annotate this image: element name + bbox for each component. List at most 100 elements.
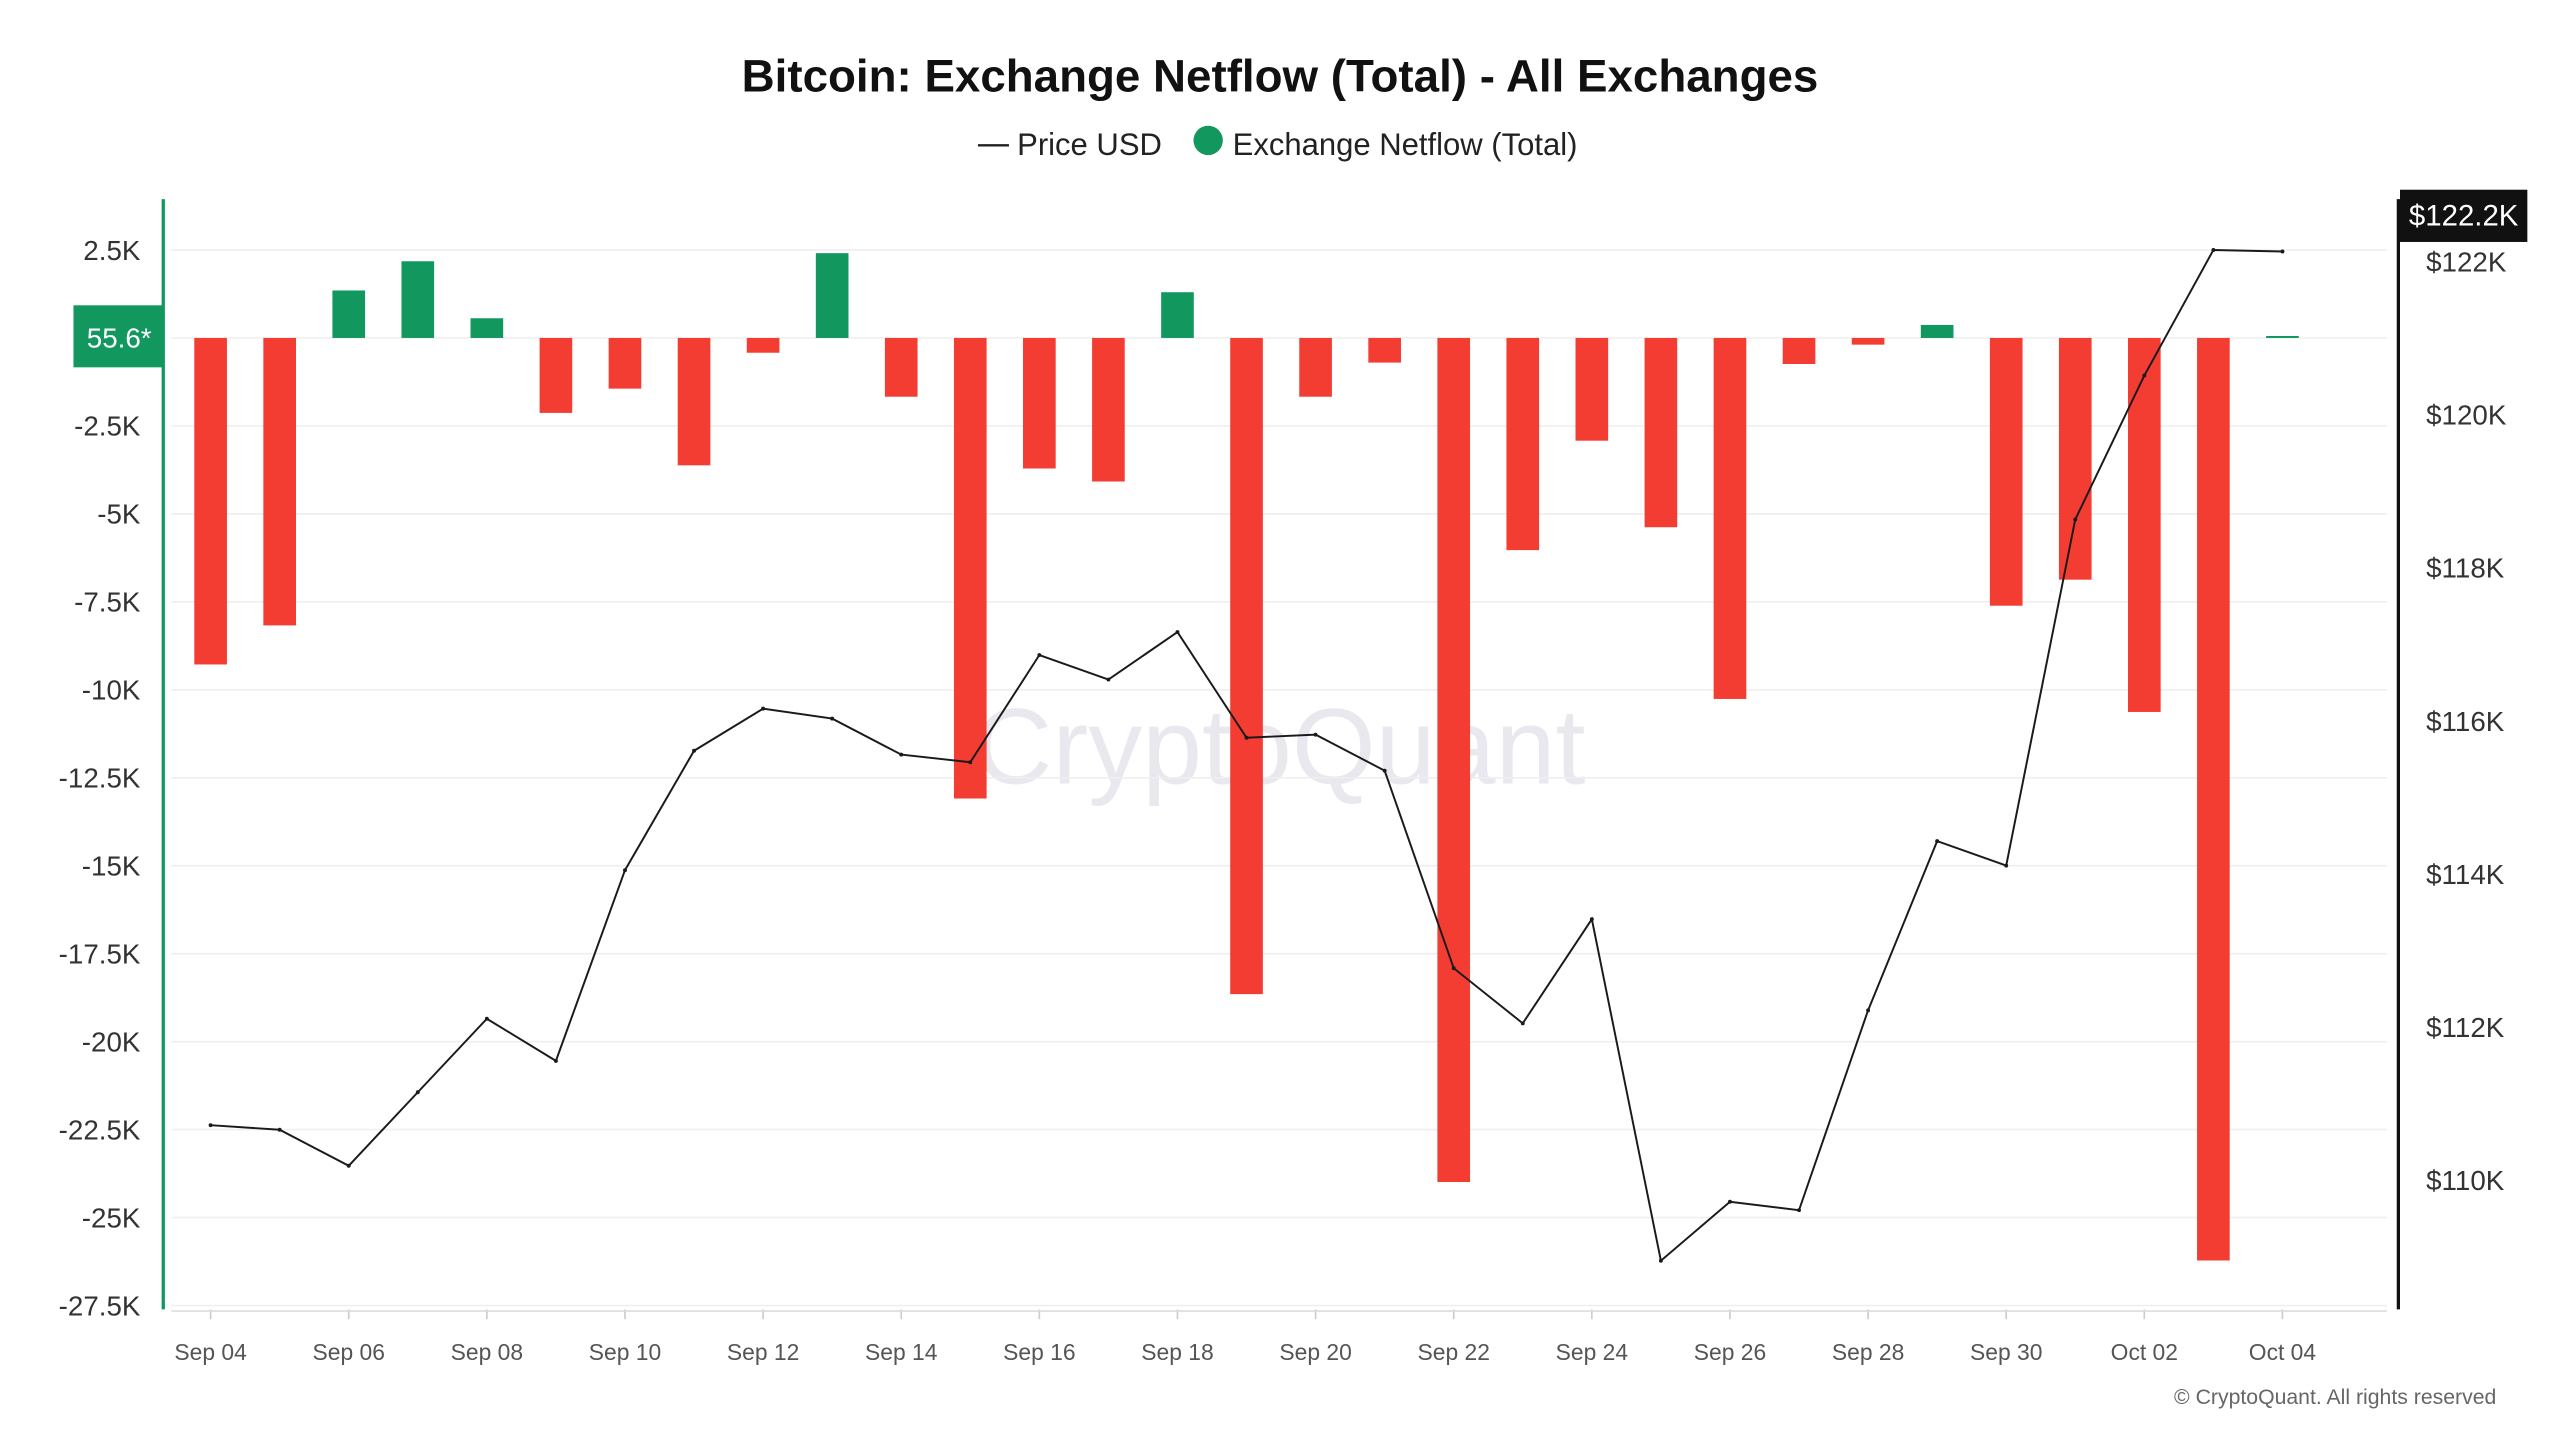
legend[interactable]: Price USD Exchange Netflow (Total) [977, 125, 1578, 162]
right-axis-tick-label: $120K [2426, 399, 2507, 430]
x-axis-tick-label: Sep 10 [589, 1339, 661, 1365]
netflow-bar-sep-10 [608, 337, 642, 389]
right-axis-tick-label: $118K [2426, 553, 2505, 584]
price-point [1313, 732, 1318, 737]
price-point [2142, 373, 2147, 378]
left-axis-tick-label: -10K [82, 675, 141, 706]
netflow-bar-sep-24 [1575, 337, 1609, 441]
price-point [1037, 653, 1042, 657]
x-axis-tick-label: Sep 24 [1556, 1339, 1629, 1365]
netflow-bar-sep-07 [401, 261, 435, 338]
price-last-value-text: $122.2K [2409, 200, 2519, 233]
netflow-bar-oct-03 [2197, 337, 2230, 1261]
legend-price-label[interactable]: Price USD [1017, 127, 1162, 162]
price-point [1935, 839, 1940, 844]
price-point [968, 760, 973, 765]
netflow-bar-sep-22 [1437, 337, 1471, 1183]
netflow-bar-sep-19 [1230, 337, 1263, 995]
netflow-bar-sep-21 [1368, 337, 1401, 363]
right-axis-tick-label: $110K [2426, 1165, 2505, 1196]
x-axis-tick-label: Sep 04 [174, 1339, 247, 1365]
price-last-value-badge [2400, 189, 2528, 242]
x-axis-tick-label: Sep 26 [1694, 1339, 1766, 1365]
price-point [2004, 863, 2009, 868]
netflow-bar-sep-06 [332, 290, 366, 338]
price-point [761, 706, 766, 711]
left-axis-tick-label: -17.5K [59, 938, 141, 969]
netflow-bar-oct-04 [2266, 336, 2299, 338]
netflow-bar-sep-23 [1506, 337, 1540, 551]
price-point [692, 748, 696, 753]
right-axis-tick-label: $122K [2426, 246, 2507, 277]
price-point [415, 1090, 420, 1095]
price-point [346, 1163, 351, 1168]
netflow-bar-oct-02 [2128, 337, 2161, 712]
x-axis-tick-label: Sep 22 [1418, 1339, 1490, 1365]
netflow-bar-sep-28 [1851, 337, 1885, 345]
price-point [208, 1123, 213, 1128]
netflow-bar-sep-26 [1713, 337, 1747, 699]
left-axis-tick-label: -5K [97, 499, 141, 530]
x-axis-tick-label: Sep 18 [1141, 1339, 1213, 1365]
price-point [830, 716, 835, 721]
x-axis-tick-label: Sep 12 [727, 1339, 799, 1365]
left-axis-tick-label: -27.5K [59, 1290, 141, 1321]
left-axis-tick-label: -2.5K [74, 411, 141, 442]
x-axis-tick-label: Sep 14 [865, 1339, 938, 1365]
netflow-bar-sep-30 [1989, 337, 2023, 606]
netflow-bar-sep-04 [194, 337, 227, 665]
price-point [2073, 517, 2078, 522]
left-axis-tick-label: -20K [82, 1026, 141, 1057]
left-axis-tick-label: -12.5K [59, 763, 141, 794]
x-axis-tick-label: Sep 16 [1003, 1339, 1075, 1365]
netflow-bar-oct-01 [2058, 337, 2092, 580]
netflow-bar-sep-12 [746, 337, 780, 353]
x-axis-tick-label: Sep 28 [1832, 1339, 1904, 1365]
x-axis-tick-label: Oct 04 [2249, 1339, 2317, 1365]
price-point [1797, 1208, 1801, 1213]
netflow-bar-sep-15 [953, 337, 987, 799]
price-point [1451, 966, 1456, 971]
price-point [1382, 768, 1387, 773]
netflow-bar-sep-08 [470, 318, 504, 338]
netflow-bar-sep-25 [1644, 337, 1678, 528]
legend-netflow-dot-icon [1193, 125, 1223, 156]
netflow-bar-sep-14 [884, 337, 918, 397]
price-point [1589, 917, 1594, 922]
left-axis-tick-label: -25K [82, 1202, 141, 1233]
price-point [623, 868, 627, 873]
price-point [1866, 1008, 1871, 1013]
netflow-bar-sep-05 [263, 337, 296, 626]
price-point [2280, 249, 2285, 254]
price-point [1244, 735, 1249, 740]
legend-netflow-label[interactable]: Exchange Netflow (Total) [1233, 127, 1578, 162]
x-axis-tick-label: Oct 02 [2111, 1339, 2178, 1365]
netflow-bar-sep-16 [1023, 337, 1056, 469]
price-point [1658, 1258, 1663, 1263]
left-axis-tick-label: -22.5K [59, 1114, 141, 1145]
right-axis-tick-label: $114K [2426, 859, 2505, 890]
price-point [2211, 248, 2216, 252]
price-point [484, 1016, 489, 1021]
netflow-last-value-text: 55.6* [87, 323, 152, 354]
left-axis-tick-label: 2.5K [83, 235, 141, 266]
netflow-bar-sep-20 [1299, 337, 1332, 397]
netflow-bar-sep-09 [539, 337, 573, 413]
right-axis-tick-label: $112K [2426, 1012, 2505, 1043]
chart-title: Bitcoin: Exchange Netflow (Total) - All … [742, 50, 1819, 101]
netflow-bar-sep-11 [677, 337, 711, 466]
price-point [277, 1127, 282, 1132]
price-point [1728, 1199, 1732, 1204]
netflow-bar-sep-17 [1092, 337, 1125, 482]
price-point [553, 1058, 558, 1063]
left-axis-tick-label: -7.5K [74, 587, 141, 618]
netflow-last-value-badge [73, 305, 164, 368]
price-point [1106, 677, 1111, 682]
price-point [899, 752, 904, 757]
x-axis-tick-label: Sep 06 [313, 1339, 385, 1365]
copyright-footer: © CryptoQuant. All rights reserved [2174, 1386, 2496, 1409]
netflow-bar-sep-29 [1920, 324, 1954, 338]
netflow-bar-sep-13 [815, 253, 849, 338]
netflow-bar-sep-18 [1161, 292, 1194, 338]
